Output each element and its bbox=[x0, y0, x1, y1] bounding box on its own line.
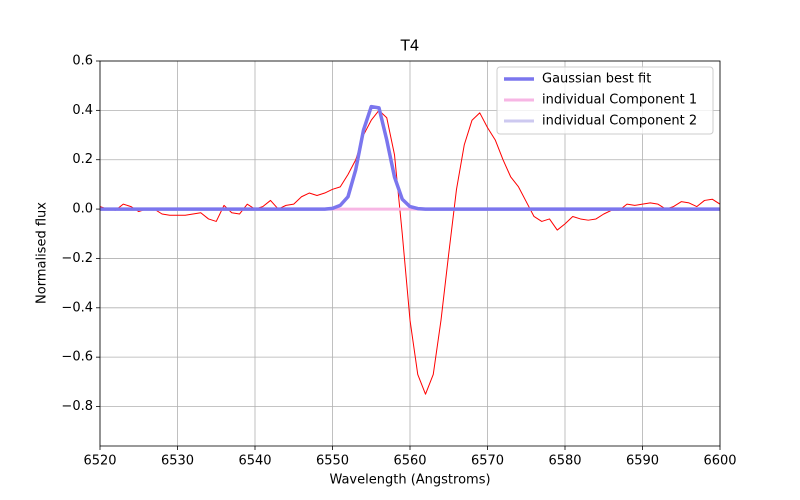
axes-frame bbox=[99, 60, 721, 447]
chart-title: T4 bbox=[400, 37, 420, 55]
x-tick-label: 6550 bbox=[316, 454, 349, 469]
series-line bbox=[100, 104, 720, 211]
y-tick-label: 0.2 bbox=[72, 152, 93, 167]
x-tick-label: 6520 bbox=[83, 454, 116, 469]
y-tick-label: −0.4 bbox=[61, 300, 93, 315]
x-axis-label: Wavelength (Angstroms) bbox=[329, 473, 490, 488]
legend-label: individual Component 2 bbox=[542, 114, 697, 129]
x-tick-label: 6580 bbox=[548, 454, 581, 469]
x-tick-label: 6600 bbox=[703, 454, 736, 469]
x-tick-label: 6560 bbox=[393, 454, 426, 469]
y-tick-label: −0.2 bbox=[61, 251, 93, 266]
legend-label: individual Component 1 bbox=[542, 93, 697, 108]
y-tick-label: 0.4 bbox=[72, 103, 93, 118]
y-tick-label: 0.0 bbox=[72, 202, 93, 217]
y-axis-label: Normalised flux bbox=[35, 202, 50, 304]
legend-label: Gaussian best fit bbox=[542, 72, 651, 87]
x-tick-label: 6590 bbox=[626, 454, 659, 469]
x-tick-label: 6540 bbox=[238, 454, 271, 469]
y-tick-label: −0.8 bbox=[61, 399, 93, 414]
y-tick-label: −0.6 bbox=[61, 350, 93, 365]
x-tick-label: 6530 bbox=[161, 454, 194, 469]
x-tick-label: 6570 bbox=[471, 454, 504, 469]
legend-box bbox=[496, 66, 714, 135]
y-tick-label: 0.6 bbox=[72, 54, 93, 69]
